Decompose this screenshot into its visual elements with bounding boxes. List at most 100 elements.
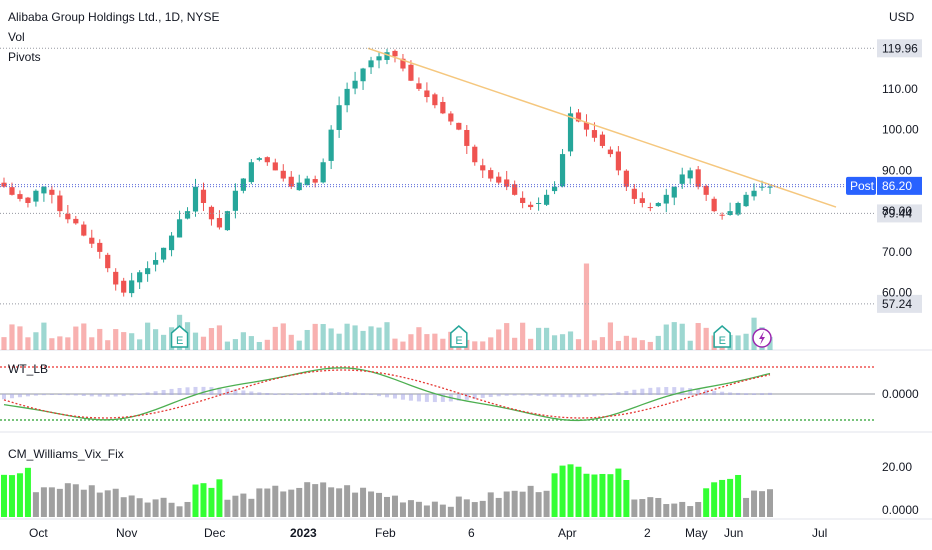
time-tick: Oct bbox=[29, 526, 48, 540]
vix-bar bbox=[40, 487, 47, 517]
earnings-marker[interactable]: E bbox=[713, 325, 731, 348]
earnings-marker[interactable]: E bbox=[450, 325, 468, 348]
time-tick: Feb bbox=[375, 526, 396, 540]
volume-bar bbox=[504, 323, 510, 350]
wt-hist bbox=[680, 387, 685, 395]
candle-body bbox=[575, 112, 582, 122]
vix-bar bbox=[304, 482, 311, 517]
wt-hist bbox=[512, 394, 517, 396]
wt-hist bbox=[648, 387, 653, 395]
volume-bar bbox=[703, 327, 709, 350]
volume-bar bbox=[153, 329, 159, 350]
wt-hist bbox=[225, 388, 230, 395]
wt-hist bbox=[464, 394, 469, 400]
volume-bar bbox=[400, 341, 406, 350]
vix-bar bbox=[687, 506, 694, 517]
candle-body bbox=[504, 179, 510, 187]
candle-body bbox=[639, 198, 645, 203]
candle-body bbox=[200, 189, 207, 203]
volume-bar bbox=[145, 322, 151, 350]
volume-bar bbox=[57, 336, 63, 350]
time-tick: 6 bbox=[468, 526, 475, 540]
vix-bar bbox=[767, 489, 773, 517]
volume-bar bbox=[496, 329, 502, 350]
time-tick: Dec bbox=[204, 526, 225, 540]
time-tick: Jul bbox=[812, 526, 827, 540]
vix-bar bbox=[391, 495, 398, 517]
candle-body bbox=[192, 186, 199, 212]
vix-bar bbox=[471, 502, 478, 517]
candle-body bbox=[751, 190, 757, 197]
candle-body bbox=[703, 185, 709, 195]
level-box bbox=[877, 294, 922, 313]
candle-body bbox=[344, 88, 350, 106]
volume-bar bbox=[583, 263, 590, 350]
volume-bar bbox=[663, 324, 669, 350]
post-tag bbox=[846, 176, 876, 195]
volume-bar bbox=[384, 322, 390, 350]
vix-bar bbox=[543, 490, 550, 517]
earnings-marker[interactable]: E bbox=[170, 325, 189, 348]
candle-body bbox=[528, 204, 534, 208]
vix-bar bbox=[527, 485, 534, 517]
wt-hist bbox=[552, 394, 557, 397]
candle-body bbox=[591, 130, 598, 138]
wt-hist bbox=[369, 394, 374, 396]
vix-bar bbox=[551, 473, 558, 517]
wt-hist bbox=[41, 394, 46, 396]
vix-bar bbox=[344, 485, 351, 517]
candle-body bbox=[248, 162, 254, 183]
wt-hist bbox=[73, 394, 78, 396]
wt-hist bbox=[744, 393, 749, 395]
wt-hist bbox=[17, 394, 22, 398]
volume-bar bbox=[607, 322, 614, 350]
wt-hist bbox=[592, 394, 597, 397]
candle-body bbox=[440, 101, 446, 114]
candle-body bbox=[232, 190, 238, 211]
volume-bar bbox=[743, 333, 749, 350]
vix-bar bbox=[200, 483, 207, 517]
wt-hist bbox=[440, 394, 445, 402]
vix-bar bbox=[112, 488, 119, 517]
volume-bar bbox=[17, 326, 23, 350]
wt-hist bbox=[105, 394, 110, 397]
grid bbox=[0, 349, 932, 520]
wt-hist bbox=[520, 394, 525, 396]
volume-bar bbox=[623, 335, 629, 350]
wt-tick: 0.0000 bbox=[882, 387, 919, 401]
wt-hist bbox=[488, 394, 493, 398]
candle-body bbox=[719, 214, 725, 216]
volume-bar bbox=[312, 323, 318, 350]
level-label: 119.96 bbox=[882, 41, 918, 55]
candle-body bbox=[432, 94, 438, 106]
wt-hist bbox=[97, 394, 102, 397]
volume-bar bbox=[416, 327, 422, 350]
pivots-label: Pivots bbox=[8, 50, 41, 64]
volume-bar bbox=[33, 332, 39, 350]
volume-bar bbox=[512, 337, 518, 350]
wt-hist bbox=[385, 394, 389, 398]
volume-bar bbox=[687, 340, 693, 350]
candle-body bbox=[599, 134, 606, 146]
price-tick: 70.00 bbox=[882, 245, 912, 259]
vix-bar bbox=[336, 488, 343, 517]
volume-bar bbox=[472, 341, 478, 350]
post-tag-label: Post bbox=[850, 179, 875, 193]
volume-bar bbox=[392, 338, 398, 350]
vix-bar bbox=[24, 467, 31, 517]
wt-hist bbox=[209, 387, 214, 395]
candle-body bbox=[695, 169, 701, 187]
candle-body bbox=[184, 211, 191, 219]
vix-bar bbox=[352, 492, 359, 517]
vix-bar bbox=[104, 490, 111, 517]
candle-body bbox=[424, 90, 430, 98]
candle-body bbox=[105, 254, 111, 269]
wt-hist bbox=[416, 394, 421, 402]
candle-body bbox=[25, 197, 31, 203]
candle-body bbox=[655, 202, 661, 207]
wt-hist bbox=[392, 394, 397, 399]
wt-hist bbox=[624, 390, 629, 395]
candle-body bbox=[400, 58, 406, 69]
